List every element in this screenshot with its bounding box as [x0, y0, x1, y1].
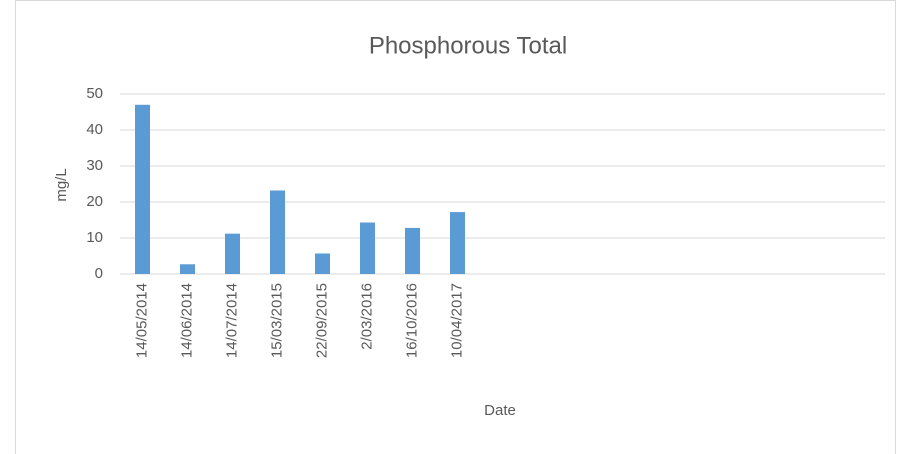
bar [135, 104, 150, 274]
bar [360, 222, 375, 274]
x-tick-label: 14/07/2014 [223, 283, 240, 358]
x-tick-label: 14/06/2014 [178, 283, 195, 358]
bar [270, 190, 285, 274]
y-tick-label: 0 [95, 265, 103, 282]
bar [315, 253, 330, 274]
y-tick-label: 50 [86, 85, 103, 102]
y-axis-label: mg/L [53, 168, 70, 201]
bar [180, 264, 195, 274]
x-tick-label: 15/03/2015 [268, 283, 285, 358]
x-tick-label: 16/10/2016 [403, 283, 420, 358]
y-tick-label: 30 [86, 157, 103, 174]
y-tick-label: 20 [86, 193, 103, 210]
x-tick-label: 14/05/2014 [133, 283, 150, 358]
bar [225, 233, 240, 274]
x-tick-label: 22/09/2015 [313, 283, 330, 358]
x-tick-label: 2/03/2016 [358, 283, 375, 350]
x-axis-label: Date [484, 402, 516, 419]
chart-title: Phosphorous Total [369, 32, 567, 59]
y-tick-label: 40 [86, 121, 103, 138]
bar [405, 227, 420, 274]
x-tick-label: 10/04/2017 [448, 283, 465, 358]
bar [450, 212, 465, 274]
y-tick-label: 10 [86, 229, 103, 246]
